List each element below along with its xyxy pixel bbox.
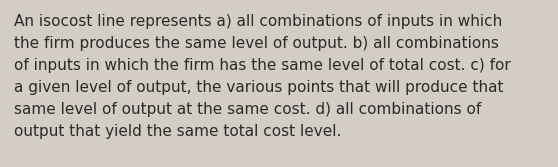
Text: the firm produces the same level of output. b) all combinations: the firm produces the same level of outp… bbox=[14, 36, 499, 51]
Text: output that yield the same total cost level.: output that yield the same total cost le… bbox=[14, 124, 341, 139]
Text: a given level of output, the various points that will produce that: a given level of output, the various poi… bbox=[14, 80, 503, 95]
Text: of inputs in which the firm has the same level of total cost. c) for: of inputs in which the firm has the same… bbox=[14, 58, 511, 73]
Text: same level of output at the same cost. d) all combinations of: same level of output at the same cost. d… bbox=[14, 102, 481, 117]
Text: An isocost line represents a) all combinations of inputs in which: An isocost line represents a) all combin… bbox=[14, 14, 502, 29]
